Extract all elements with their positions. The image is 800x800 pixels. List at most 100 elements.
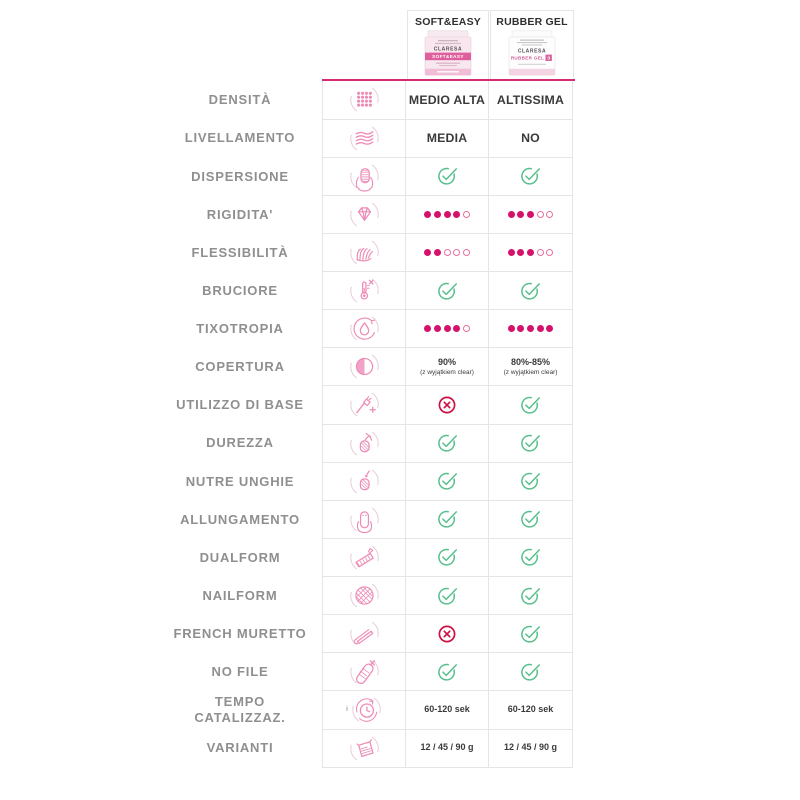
product-header-soft-easy: SOFT&EASY CLARESA SOFT&EASY xyxy=(407,10,489,81)
value-cell: 90% (z wyjątkiem clear) xyxy=(406,348,489,387)
dot-filled xyxy=(507,210,515,218)
feature-icon-cell xyxy=(323,195,406,234)
value-text: 60-120 sek xyxy=(424,704,470,715)
product-name: RUBBER GEL xyxy=(496,16,568,28)
info-prefix: i xyxy=(346,706,348,714)
dot-empty xyxy=(536,210,544,218)
value-text: MEDIO ALTA xyxy=(408,92,486,107)
value-cell xyxy=(489,615,573,654)
check-icon xyxy=(520,433,541,453)
check-icon xyxy=(437,662,458,682)
dot-filled xyxy=(517,210,525,218)
dot-filled xyxy=(507,325,515,333)
dot-empty xyxy=(443,248,451,256)
nourish-nail-icon xyxy=(349,466,380,497)
dot-filled xyxy=(424,325,432,333)
row-label: DENSITÀ xyxy=(208,92,272,108)
value-cell xyxy=(489,195,573,234)
check-icon xyxy=(437,281,458,301)
product-jar-soft-easy-image: CLARESA SOFT&EASY xyxy=(424,30,472,76)
value-cell xyxy=(406,462,489,501)
value-cell xyxy=(406,157,489,196)
dualform-icon xyxy=(349,542,380,573)
catalyzation-clock-icon xyxy=(351,694,382,725)
check-icon xyxy=(520,662,541,682)
dot-filled xyxy=(536,325,544,333)
flexibility-fan-icon xyxy=(349,237,380,268)
dot-filled xyxy=(433,210,441,218)
row-label: FRENCH MURETTO xyxy=(173,626,307,642)
rigidity-diamond-icon xyxy=(349,199,380,230)
row-label: RIGIDITA' xyxy=(206,206,274,222)
value-cell xyxy=(406,577,489,616)
variants-jar-icon xyxy=(349,733,380,764)
row-label: UTILIZZO DI BASE xyxy=(176,397,304,413)
row-label: VARIANTI xyxy=(206,740,274,756)
value-text: NO xyxy=(521,131,540,146)
dot-filled xyxy=(527,248,534,256)
nailform-icon xyxy=(349,580,380,611)
value-small-text: 60-120 sek xyxy=(424,704,470,715)
dot-empty xyxy=(546,248,554,256)
rating-dots xyxy=(507,325,554,333)
value-text: ALTISSIMA xyxy=(496,92,565,107)
check-icon xyxy=(437,433,458,453)
value-cell xyxy=(406,195,489,234)
burning-thermometer-icon xyxy=(349,275,380,306)
value-small-text: 80%-85% (z wyjątkiem clear) xyxy=(504,357,558,377)
value-cell xyxy=(489,577,573,616)
value-cell: 60-120 sek xyxy=(406,691,489,730)
value-cell: NO xyxy=(489,119,573,158)
feature-icon-cell xyxy=(323,386,406,425)
value-text: MEDIA xyxy=(426,131,468,146)
dot-filled xyxy=(546,325,554,333)
jar-label-text: SOFT&EASY xyxy=(432,54,464,59)
value-cell xyxy=(406,233,489,273)
value-cell xyxy=(489,538,573,578)
tixotropy-drop-icon xyxy=(349,313,380,344)
jar-brand-text: CLARESA xyxy=(434,47,462,53)
dispersion-nail-icon xyxy=(349,161,380,192)
dot-filled xyxy=(433,325,441,333)
feature-icon-cell xyxy=(323,119,406,158)
density-dots-icon xyxy=(349,84,380,115)
row-label: BRUCIORE xyxy=(202,282,278,298)
jar-badge-text: 3 xyxy=(547,56,550,62)
jar-label-text: RUBBER GEL xyxy=(511,55,544,60)
rating-dots xyxy=(507,210,554,218)
leveling-layers-icon xyxy=(349,123,380,154)
feature-icon-cell xyxy=(323,424,406,463)
value-small-text: 90% (z wyjątkiem clear) xyxy=(420,357,474,377)
dot-filled xyxy=(517,325,525,333)
value-cell xyxy=(489,653,573,692)
value-text: 12 / 45 / 90 g xyxy=(503,742,558,753)
value-cell xyxy=(489,233,573,273)
value-cell: MEDIO ALTA xyxy=(406,81,489,120)
value-cell xyxy=(406,653,489,692)
check-icon xyxy=(520,624,541,644)
row-label: NUTRE UNGHIE xyxy=(185,473,295,489)
rating-dots xyxy=(507,248,554,256)
feature-labels-column: DENSITÀ LIVELLAMENTO DISPERSIONE RIGIDITA' F… xyxy=(100,81,380,767)
comparison-table: MEDIO ALTA ALTISSIMA MEDIA NO 90% (z wyjątkie… xyxy=(322,81,573,768)
value-note: (z wyjątkiem clear) xyxy=(503,368,558,376)
dot-empty xyxy=(462,210,470,218)
check-icon xyxy=(520,547,541,567)
row-label: DUREZZA xyxy=(206,435,274,451)
accent-divider-line xyxy=(322,78,575,82)
feature-icon-cell xyxy=(323,233,406,273)
check-icon xyxy=(437,471,458,491)
value-cell xyxy=(489,462,573,501)
rating-dots xyxy=(424,248,470,256)
value-cell: MEDIA xyxy=(406,119,489,158)
hardness-hammer-nail-icon xyxy=(349,428,380,459)
feature-icon-cell: i xyxy=(323,691,406,730)
feature-icon-cell xyxy=(323,157,406,196)
value-cell xyxy=(489,424,573,463)
value-cell xyxy=(406,615,489,654)
feature-icon-cell xyxy=(323,272,406,311)
check-icon xyxy=(437,547,458,567)
dot-filled xyxy=(527,325,534,333)
dot-filled xyxy=(517,248,525,256)
check-icon xyxy=(437,509,458,529)
